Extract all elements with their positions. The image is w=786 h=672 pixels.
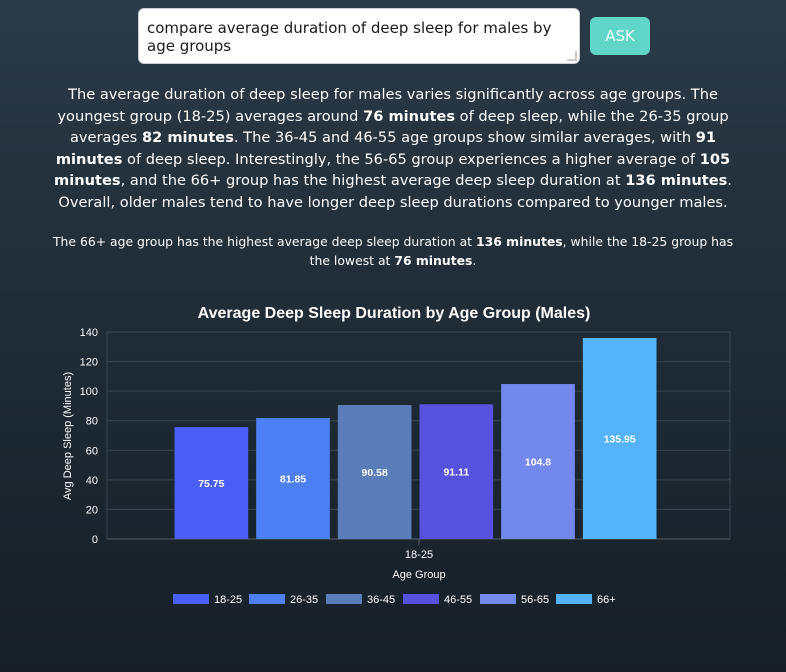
legend-swatch [173,594,209,604]
legend-swatch [480,594,516,604]
summary-segment: , while the 18-25 group has the lowest a… [309,234,734,268]
bar-18-25 [174,426,249,539]
legend-swatch [249,594,285,604]
answer-segment: 136 minutes [625,172,728,189]
y-tick-labels: 0 20 40 60 80 100 120 140 [80,327,98,546]
legend-label: 26-35 [290,594,318,606]
summary-segment: The 66+ age group has the highest averag… [52,234,476,249]
summary-segment: . [472,253,477,268]
legend-label: 46-55 [444,594,472,606]
query-input[interactable]: compare average duration of deep sleep f… [138,8,580,64]
answer-segment: of deep sleep, while the 26-35 group ave… [69,107,729,147]
answer-segment: The average duration of deep sleep for m… [57,86,718,125]
legend-label: 66+ [597,594,616,606]
data-label: 104.8 [525,457,551,469]
x-axis-label: Age Group [392,569,445,581]
legend-swatch [403,594,439,604]
answer-segment: 91 minutes [55,129,717,168]
bar-56-65 [501,384,575,539]
legend-label: 36-45 [367,594,395,606]
bar-46-55 [419,404,494,539]
y-tick-label: 140 [80,327,98,339]
y-tick-label: 100 [80,386,98,398]
legend-swatch [326,594,362,604]
answer-segment: . Overall, older males tend to have long… [58,172,732,211]
data-label: 135.95 [604,433,636,445]
y-tick-label: 80 [86,416,98,428]
data-label: 91.11 [443,467,469,479]
answer-segment: . The 36-45 and 46-55 age groups show si… [233,129,696,146]
answer-segment: of deep sleep. Interestingly, the 56-65 … [122,150,700,168]
y-tick-label: 60 [86,445,98,457]
y-tick-label: 0 [92,534,98,546]
bar-66+ [582,337,657,539]
x-tick-labels: 18-25 [405,549,433,561]
legend-label: 56-65 [521,594,549,606]
legend: 18-25 26-35 36-45 46-55 56-65 66+ [173,594,616,606]
chart-title: Average Deep Sleep Duration by Age Group… [198,305,591,322]
y-tick-label: 20 [86,504,98,516]
bar-36-45 [337,405,412,539]
bar-26-35 [256,417,330,539]
legend-label: 18-25 [214,594,242,606]
answer-segment: 82 minutes [141,129,234,146]
summary-segment: 76 minutes [394,253,473,268]
resize-grip-icon[interactable] [567,51,577,61]
query-row: compare average duration of deep sleep f… [138,8,658,64]
answer-segment: 76 minutes [363,107,456,125]
x-tick-label: 18-25 [405,549,433,561]
y-tick-label: 120 [80,357,98,369]
summary-text: The 66+ age group has the highest averag… [46,232,740,270]
data-label: 90.58 [362,467,388,479]
answer-text: The average duration of deep sleep for m… [36,84,750,213]
legend-swatch [556,594,592,604]
summary-segment: 136 minutes [475,234,563,249]
answer-segment: , and the 66+ group has the highest aver… [120,172,626,189]
y-axis-label: Avg Deep Sleep (Minutes) [62,372,74,500]
data-label: 81.85 [280,473,306,485]
answer-segment: 105 minutes [54,150,731,190]
y-tick-label: 40 [86,475,98,487]
ask-button[interactable]: ASK [590,17,650,55]
data-label: 75.75 [198,478,224,490]
bars: 75.75 81.85 90.58 91.11 104.8 135.95 [174,337,657,539]
query-input-text: compare average duration of deep sleep f… [147,19,552,55]
